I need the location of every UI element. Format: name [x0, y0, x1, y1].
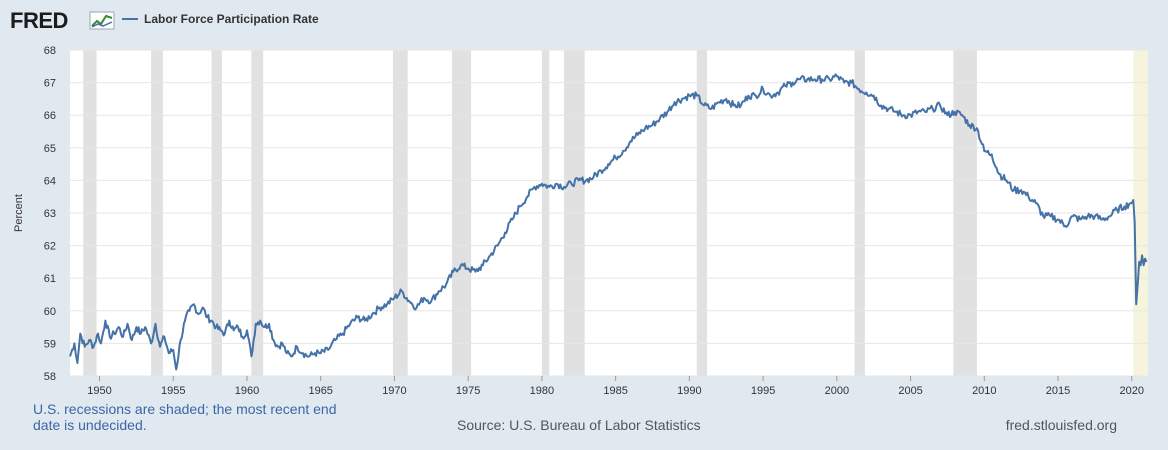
y-tick-label: 66 [44, 110, 56, 122]
x-tick-label: 1950 [87, 385, 111, 397]
y-tick-label: 67 [44, 78, 56, 90]
x-tick-label: 1965 [308, 385, 332, 397]
series-layer [69, 73, 1148, 371]
x-tick-label: 1975 [456, 385, 480, 397]
x-tick-label: 1990 [677, 385, 701, 397]
x-tick-label: 1960 [235, 385, 259, 397]
y-tick-label: 60 [44, 306, 56, 318]
legend: Labor Force Participation Rate [122, 12, 319, 26]
y-axis-label: Percent [13, 194, 25, 232]
x-tick-label: 1955 [161, 385, 185, 397]
x-tick-label: 1985 [603, 385, 627, 397]
y-tick-label: 64 [44, 175, 56, 187]
fred-logo[interactable]: FRED [10, 8, 115, 33]
y-tick-label: 63 [44, 208, 56, 220]
x-tick-label: 2005 [898, 385, 922, 397]
x-tick-label: 2010 [972, 385, 996, 397]
x-tick-label: 2020 [1120, 385, 1144, 397]
y-tick-label: 59 [44, 338, 56, 350]
x-tick-label: 1995 [751, 385, 775, 397]
legend-label: Labor Force Participation Rate [144, 12, 319, 26]
x-tick-label: 1980 [530, 385, 554, 397]
y-tick-label: 61 [44, 273, 56, 285]
recession-note: U.S. recessions are shaded; the most rec… [33, 401, 337, 433]
y-tick-label: 58 [44, 371, 56, 383]
series-line [69, 73, 1148, 371]
fred-logo-graph-icon [89, 11, 115, 30]
source-text: Source: U.S. Bureau of Labor Statistics [457, 417, 701, 433]
y-tick-label: 65 [44, 143, 56, 155]
fred-logo-text: FRED [10, 8, 68, 33]
x-axis-ticks: 1950 1955 1960 1965 1970 1975 1980 1985 1990 1995… [87, 376, 1144, 397]
x-tick-label: 2015 [1046, 385, 1070, 397]
fred-url-link[interactable]: fred.stlouisfed.org [1005, 417, 1117, 433]
x-tick-label: 1970 [382, 385, 406, 397]
y-axis-ticks: 58 59 60 61 62 63 64 65 66 67 68 [44, 45, 56, 383]
y-tick-label: 62 [44, 241, 56, 253]
x-tick-label: 2000 [825, 385, 849, 397]
y-tick-label: 68 [44, 45, 56, 57]
